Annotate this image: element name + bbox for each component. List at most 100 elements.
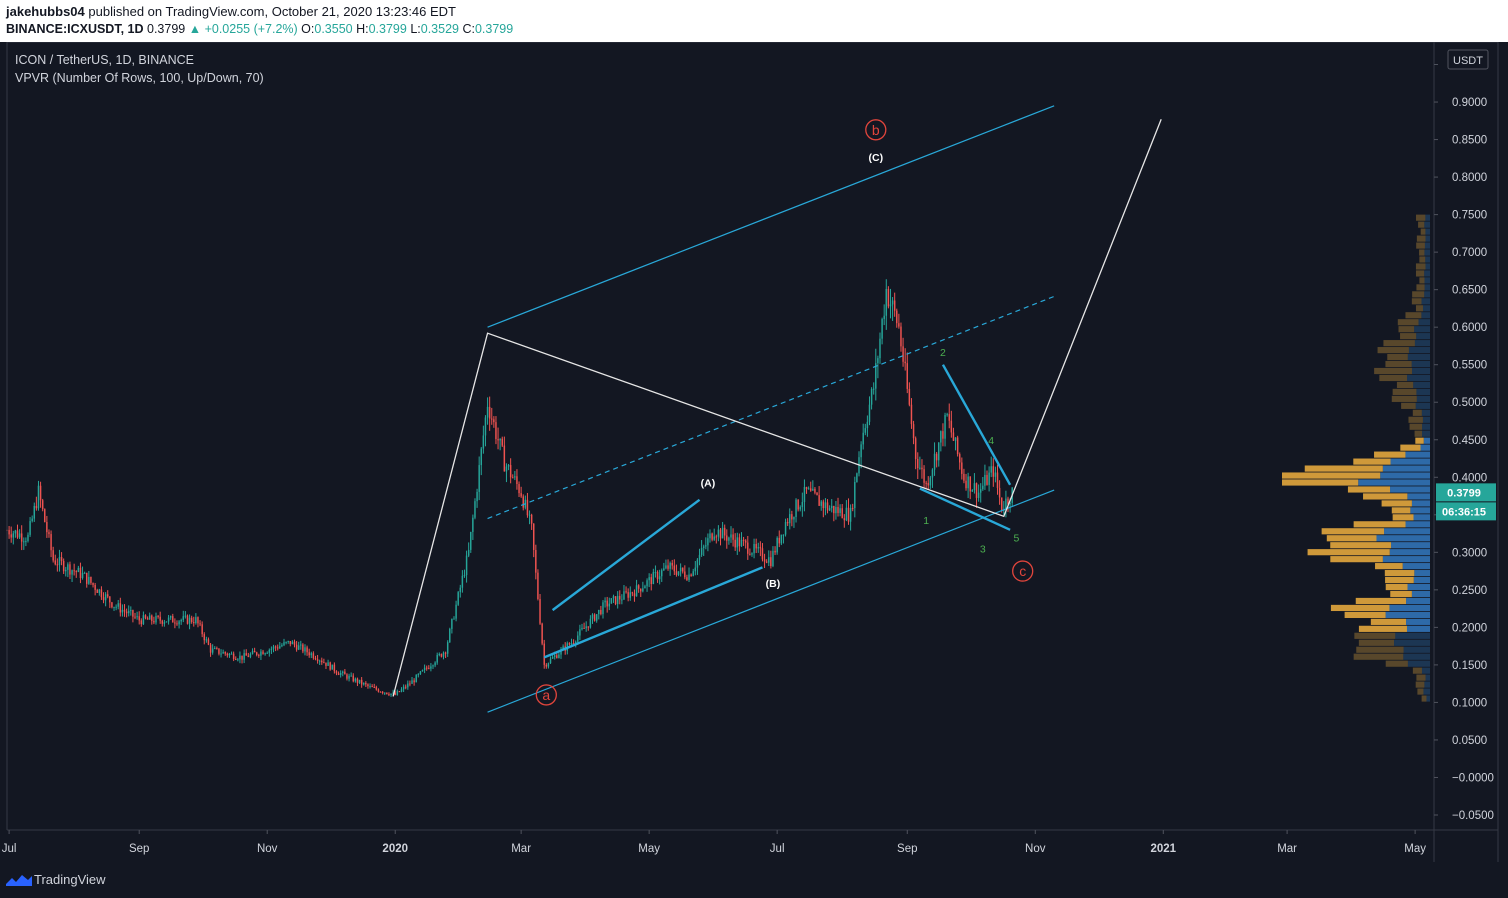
volume-profile-up-row (1380, 472, 1430, 479)
volume-profile-up-row (1407, 374, 1430, 382)
candle-body (289, 640, 292, 645)
bar-countdown-label: 06:36:15 (1442, 506, 1486, 518)
subwave-label-4: 4 (988, 435, 994, 447)
candle-body (419, 671, 422, 675)
volume-profile-up-row (1376, 535, 1430, 542)
time-axis[interactable]: Jul Sep Nov 2020 Mar May Jul Sep Nov 2021 Mar May (2, 830, 1426, 855)
candle-body (457, 592, 459, 605)
candle-body (190, 617, 193, 622)
candle-body (249, 653, 252, 657)
candle-body (849, 508, 852, 522)
candle-body (205, 639, 208, 641)
candle-body (862, 432, 864, 445)
candle-body (119, 603, 122, 613)
volume-profile-up-row (1407, 493, 1430, 500)
candle-body (736, 537, 739, 548)
candle-body (648, 577, 650, 581)
volume-profile-down-row (1412, 409, 1422, 416)
wave-label-b: b (872, 122, 880, 138)
candle-body (967, 476, 969, 489)
candle-body (14, 530, 17, 534)
candle-body (786, 522, 789, 524)
candle-body (123, 609, 126, 612)
volume-profile-down-row (1420, 228, 1426, 235)
candle-body (516, 476, 518, 485)
tradingview-logo-icon[interactable] (6, 872, 32, 888)
volume-profile-up-row (1422, 305, 1430, 312)
candle-body (379, 691, 382, 693)
candle-body (707, 538, 709, 546)
candle-body (65, 569, 67, 572)
candle-body (111, 602, 113, 608)
candle-body (207, 639, 210, 645)
candle-body (421, 670, 424, 672)
candle-body (235, 659, 237, 661)
wave-label-circle (865, 119, 887, 141)
candle-body (163, 622, 166, 624)
candle-body (749, 553, 751, 555)
volume-profile-up-row (1421, 312, 1430, 319)
volume-profile-up-row (1391, 542, 1430, 549)
price-tick-label: 0.9000 (1452, 97, 1487, 109)
candle-body (814, 488, 816, 493)
volume-profile-down-row (1415, 305, 1423, 312)
candle-body (339, 673, 342, 675)
candle-body (755, 543, 757, 549)
volume-profile-up-row (1423, 437, 1430, 444)
candle-body (384, 692, 386, 694)
candle-body (132, 610, 134, 617)
candle-body (20, 533, 23, 542)
candle-body (417, 674, 420, 676)
candle-body (891, 300, 894, 305)
currency-box[interactable] (1447, 49, 1489, 70)
candle-body (702, 546, 705, 548)
indicator-legend[interactable]: VPVR (Number Of Rows, 100, Up/Down, 70) (15, 71, 264, 85)
volume-profile-up-row (1395, 632, 1430, 639)
candle-body (220, 653, 222, 655)
volume-profile-up-row (1394, 639, 1430, 646)
candle-body (568, 643, 571, 645)
volume-profile-up-row (1425, 214, 1430, 221)
candle-body (197, 617, 199, 624)
price-tick-label: 0.3000 (1452, 547, 1487, 559)
candle-body (484, 417, 487, 436)
time-tick-label: Jul (2, 843, 17, 855)
candle-body (841, 508, 843, 519)
candle-body (27, 534, 29, 542)
candle-body (747, 542, 749, 554)
candle-body (837, 507, 839, 513)
candle-body (631, 592, 634, 594)
volume-profile-down-row (1347, 486, 1391, 493)
candle-body (541, 623, 543, 644)
candle-body (977, 492, 980, 498)
tradingview-brand[interactable]: TradingView (34, 872, 106, 887)
volume-profile-down-row (1353, 458, 1391, 465)
candle-body (925, 482, 927, 484)
candle-body (293, 641, 296, 645)
candle-body (130, 610, 132, 612)
candle-body (428, 668, 430, 670)
chart-title[interactable]: ICON / TetherUS, 1D, BINANCE (15, 53, 194, 67)
price-label-group: 0.3799 06:36:15 (1436, 483, 1496, 521)
candle-body (470, 531, 472, 550)
candle-body (394, 692, 396, 695)
wedge-trendline (941, 364, 1012, 486)
volume-profile-down-row (1418, 221, 1425, 228)
wave-label-circle (535, 684, 557, 706)
candle-body (774, 550, 776, 553)
volume-profile-up-row (1424, 284, 1430, 291)
volume-profile-down-row (1321, 528, 1385, 535)
candle-body (459, 587, 462, 593)
volume-profile-up-row (1424, 270, 1430, 277)
candle-body (327, 662, 329, 666)
author-name[interactable]: jakehubbs04 (6, 4, 85, 19)
volume-profile-up-row (1411, 500, 1430, 507)
candle-body (136, 616, 138, 618)
candle-body (155, 616, 157, 623)
candle-body (600, 609, 602, 615)
candle-body (711, 533, 713, 540)
candle-body (446, 642, 449, 654)
candle-body (979, 489, 982, 493)
